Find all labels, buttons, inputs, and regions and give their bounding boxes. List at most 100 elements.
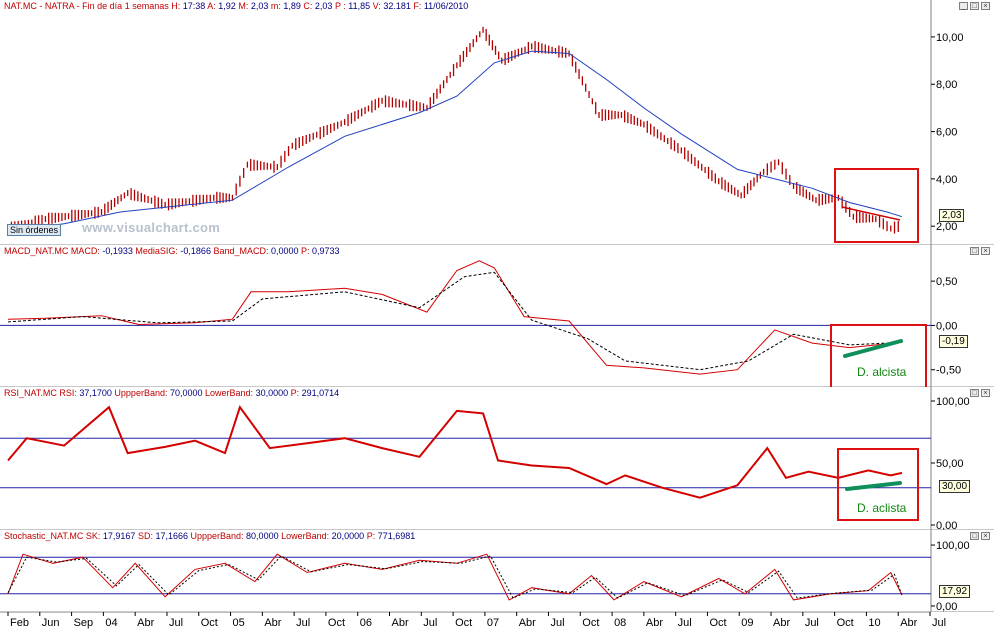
series-line-1: [7, 50, 903, 232]
price-title: NAT.MC - NATRA - Fin de día 1 semanas: [4, 1, 169, 11]
stat-label: LowerBand:: [202, 388, 256, 398]
x-tick-label: 09: [741, 617, 753, 629]
macd-window-controls[interactable]: □ ×: [970, 247, 990, 255]
stat-label: F:: [410, 1, 424, 11]
stat-value: 80,0000: [246, 531, 279, 541]
x-tick-label: Jul: [169, 617, 183, 629]
y-tick-label: 4,00: [936, 174, 957, 186]
maximize-icon[interactable]: □: [970, 389, 979, 397]
macd-annotation: D. alcista: [857, 365, 907, 379]
y-tick-label: 0,00: [936, 320, 957, 332]
x-tick-label: Abr: [264, 617, 281, 629]
x-tick-label: Jul: [932, 617, 946, 629]
close-icon[interactable]: ×: [981, 247, 990, 255]
price-chart[interactable]: 2,00 4,00 6,00 8,00 10,00: [0, 0, 994, 245]
y-tick-label: 0,50: [936, 276, 957, 288]
stat-label: P:: [288, 388, 302, 398]
maximize-icon[interactable]: □: [970, 532, 979, 540]
x-tick-label: Jul: [805, 617, 819, 629]
macd-chart[interactable]: -0,50 0,00 0,50: [0, 245, 994, 387]
close-icon[interactable]: ×: [981, 532, 990, 540]
close-icon[interactable]: ×: [981, 2, 990, 10]
stat-label: P:: [364, 531, 378, 541]
watermark: www.visualchart.com: [82, 220, 221, 235]
stat-label: SD:: [135, 531, 156, 541]
macd-stats: MACD: -0,1933 MediaSIG: -0,1866 Band_MAC…: [71, 246, 340, 256]
rsi-stats: RSI: 37,1700 UppperBand: 70,0000 LowerBa…: [59, 388, 339, 398]
y-tick-label: 8,00: [936, 79, 957, 91]
stat-label: UppperBand:: [188, 531, 247, 541]
price-last-value: 2,03: [939, 209, 965, 222]
series-line-1: [7, 271, 903, 371]
stat-value: -0,1866: [180, 246, 211, 256]
stat-value: 2,03: [314, 1, 333, 11]
series-line-0: [7, 260, 903, 375]
stat-label: P:: [298, 246, 313, 256]
highlight-box: [837, 448, 919, 521]
maximize-icon[interactable]: □: [970, 247, 979, 255]
y-tick-label: 100,00: [936, 396, 970, 408]
rsi-annotation: D. aclista: [857, 501, 907, 515]
stat-value: 70,0000: [169, 388, 203, 398]
highlight-box: [834, 168, 919, 243]
trend-line: [845, 481, 902, 491]
x-tick-label: Oct: [837, 617, 854, 629]
y-tick-label: 0,00: [936, 520, 957, 530]
x-tick-label: 10: [868, 617, 880, 629]
macd-title: MACD_NAT.MC: [4, 246, 69, 256]
stat-label: C:: [300, 1, 315, 11]
stochastic-pane-header: Stochastic_NAT.MC SK: 17,9167 SD: 17,166…: [4, 531, 415, 541]
stochastic-chart[interactable]: 0,00 100,00: [0, 530, 994, 612]
stat-value: 0,0000: [270, 246, 299, 256]
stat-value: 11,85: [348, 1, 371, 11]
rsi-pane-header: RSI_NAT.MC RSI: 37,1700 UppperBand: 70,0…: [4, 388, 339, 398]
x-tick-label: 07: [487, 617, 499, 629]
stat-label: MACD:: [70, 246, 103, 256]
stat-label: SK:: [85, 531, 103, 541]
stat-value: -0,1933: [102, 246, 133, 256]
sin-ordenes-badge[interactable]: Sin órdenes: [7, 224, 62, 236]
stochastic-window-controls[interactable]: □ ×: [970, 532, 990, 540]
x-tick-label: Oct: [582, 617, 599, 629]
stat-label: m:: [268, 1, 284, 11]
price-window-controls[interactable]: _ □ ×: [959, 2, 990, 10]
stat-label: RSI:: [59, 388, 80, 398]
x-tick-label: Jul: [550, 617, 564, 629]
x-tick-label: Abr: [137, 617, 154, 629]
macd-pane-header: MACD_NAT.MC MACD: -0,1933 MediaSIG: -0,1…: [4, 246, 340, 256]
rsi-title: RSI_NAT.MC: [4, 388, 57, 398]
stat-label: Band_MACD:: [210, 246, 271, 256]
stat-label: A:: [205, 1, 219, 11]
stat-label: P :: [332, 1, 349, 11]
stat-value: 771,6981: [377, 531, 416, 541]
stat-value: 30,0000: [255, 388, 289, 398]
minimize-icon[interactable]: _: [959, 2, 968, 10]
x-tick-label: Oct: [328, 617, 345, 629]
close-icon[interactable]: ×: [981, 389, 990, 397]
stat-value: 1,92: [218, 1, 236, 11]
y-tick-label: 50,00: [936, 458, 964, 470]
x-tick-label: Oct: [455, 617, 472, 629]
x-tick-label: Abr: [773, 617, 790, 629]
rsi-chart[interactable]: 0,00 50,00 100,00: [0, 387, 994, 530]
x-tick-label: 06: [360, 617, 372, 629]
rsi-window-controls[interactable]: □ ×: [970, 389, 990, 397]
stat-value: 291,0714: [301, 388, 340, 398]
y-tick-label: 0,00: [936, 601, 957, 612]
stat-label: M:: [235, 1, 251, 11]
series-line-1: [7, 555, 903, 599]
stochastic-stats: SK: 17,9167 SD: 17,1666 UppperBand: 80,0…: [86, 531, 415, 541]
x-tick-label: Oct: [709, 617, 726, 629]
stat-value: 17:38: [182, 1, 206, 11]
stat-value: 32.181: [383, 1, 411, 11]
stochastic-title: Stochastic_NAT.MC: [4, 531, 84, 541]
macd-pane: MACD_NAT.MC MACD: -0,1933 MediaSIG: -0,1…: [0, 245, 994, 387]
y-tick-label: 10,00: [936, 32, 964, 44]
stat-value: 17,1666: [155, 531, 188, 541]
stat-value: 37,1700: [79, 388, 112, 398]
stat-value: 17,9167: [102, 531, 136, 541]
rsi-last-value: 30,00: [939, 480, 971, 493]
maximize-icon[interactable]: □: [970, 2, 979, 10]
y-tick-label: 100,00: [936, 540, 970, 552]
x-tick-label: Abr: [519, 617, 536, 629]
